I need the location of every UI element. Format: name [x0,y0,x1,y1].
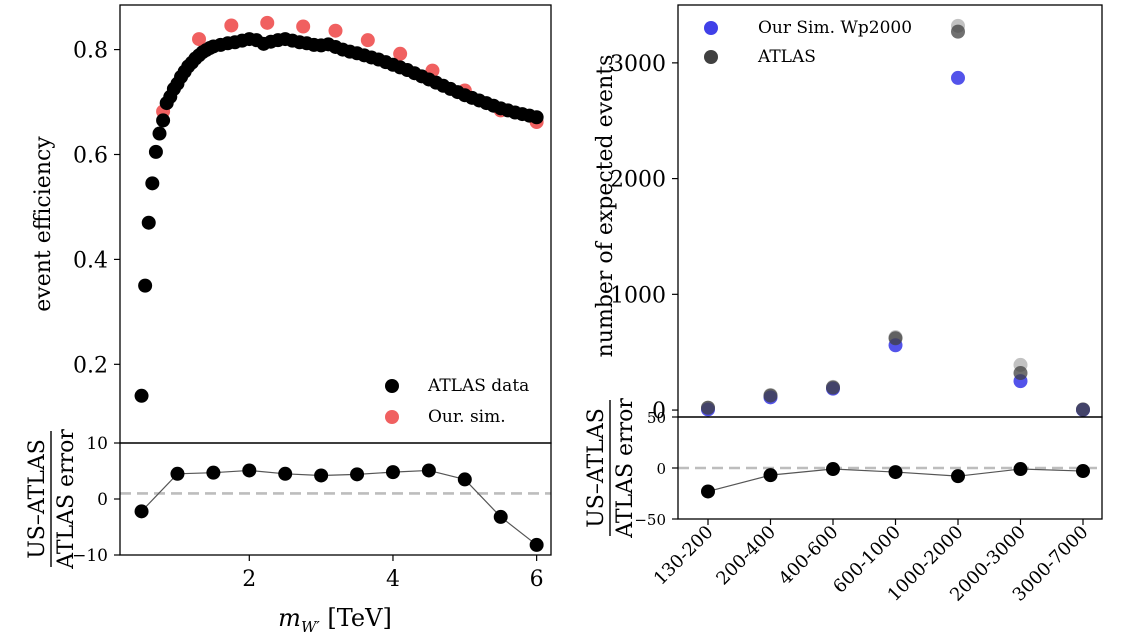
our-sim-point [360,33,375,48]
left-residual-point [206,465,221,480]
left-bottom-xtick-label: 2 [242,567,256,592]
left-residual-point [421,463,436,478]
our-sim-point [328,23,343,38]
legend-label-atlas-data: ATLAS data [427,376,529,396]
atlas-data-point [138,278,153,293]
our-sim-point [224,18,239,33]
legend-label-atlas: ATLAS [757,47,816,67]
right-residual-point [1076,464,1090,479]
left-bottom-axes-frame [119,442,552,556]
atlas-data-point [148,144,163,159]
legend-label-our-sim-wp2000: Our Sim. Wp2000 [758,18,912,38]
left-top-ytick-label: 0.4 [73,248,108,273]
left-top-panel: 0.2 0.4 0.6 0.8 event efficiency ATLAS data… [31,4,552,444]
right-bottom-xtick-label: 200-400 [712,522,780,590]
left-residual-point [385,465,400,480]
right-residual-point [888,465,903,480]
left-bottom-ylabel-denominator: ATLAS error [54,429,79,570]
left-bottom-xlabel: mW′ [TeV] [278,604,392,636]
left-residual-point [134,504,149,519]
left-bottom-panel: −10 0 10 2 4 6 US–ATLAS ATLAS error mW′ [TeV… [25,429,552,636]
left-residual-point [278,466,293,481]
right-bottom-xtick-label: 130-200 [650,522,718,590]
our-sim-point [260,15,275,30]
left-residual-point [529,537,544,552]
right-top-ytick-label: 3000 [610,52,666,77]
left-bottom-xtick-label: 4 [386,567,400,592]
right-top-legend: Our Sim. Wp2000 ATLAS [704,18,912,67]
our-sim-point [192,32,207,47]
left-residual-point [242,463,257,478]
left-top-ytick-label: 0.8 [73,39,108,64]
left-bottom-xtick-label: 6 [530,567,544,592]
right-residual-point [951,469,965,484]
left-bottom-residual-line [141,469,538,546]
right-residual-point [763,468,778,483]
left-bottom-ylabel-numerator: US–ATLAS [25,439,50,559]
right-bottom-ytick-label: 50 [647,409,666,427]
atlas-data-point [141,215,156,230]
left-bottom-ytick-label: −10 [72,546,108,566]
atlas-data-point [156,113,171,128]
atlas-data-point [152,126,167,141]
right-bottom-ylabel: US–ATLAS ATLAS error [584,398,638,539]
right-top-axes-frame [677,4,1103,418]
left-bottom-ylabel: US–ATLAS ATLAS error [25,429,79,570]
our-sim-point [296,19,311,34]
left-top-ytick-label: 0.2 [73,353,108,378]
atlas-data-point [145,176,160,191]
our-sim-wp2000-point [951,70,965,85]
atlas-point [1076,402,1090,417]
atlas-data-point [529,110,544,125]
right-bottom-ytick-label: −50 [634,511,666,529]
atlas-point [701,400,715,415]
left-bottom-ytick-label: 0 [97,490,108,510]
right-residual-point [826,462,840,477]
right-bottom-ylabel-numerator: US–ATLAS [584,408,609,528]
legend-marker-our-sim [385,410,399,424]
right-residual-point [1013,462,1028,477]
left-top-ytick-label: 0.6 [73,143,108,168]
left-top-legend: ATLAS data Our. sim. [385,376,529,427]
atlas-data-point [134,388,149,403]
legend-marker-atlas-data [385,379,399,393]
right-top-ytick-label: 1000 [610,283,666,308]
right-top-ytick-label: 0 [652,399,666,424]
atlas-point [888,331,903,346]
left-residual-point [170,466,185,481]
right-bottom-ytick-label: 0 [656,460,666,478]
atlas-point [763,388,778,403]
our-sim-point [393,46,408,61]
legend-label-our-sim: Our. sim. [428,407,506,427]
left-residual-point [314,468,329,483]
right-top-ylabel: number of expected events [593,55,618,358]
left-residual-point [457,472,472,487]
legend-marker-our-sim-wp2000 [704,21,718,35]
legend-marker-atlas [704,50,718,64]
atlas-point [951,24,965,39]
left-residual-point [493,509,508,524]
left-top-ylabel: event efficiency [31,136,56,312]
atlas-point [1013,366,1028,381]
right-top-ytick-label: 2000 [610,168,666,193]
right-bottom-ylabel-denominator: ATLAS error [613,398,638,539]
left-bottom-ytick-label: 10 [86,434,108,454]
left-residual-point [350,467,365,482]
atlas-point [826,380,840,395]
right-residual-point [701,484,715,499]
